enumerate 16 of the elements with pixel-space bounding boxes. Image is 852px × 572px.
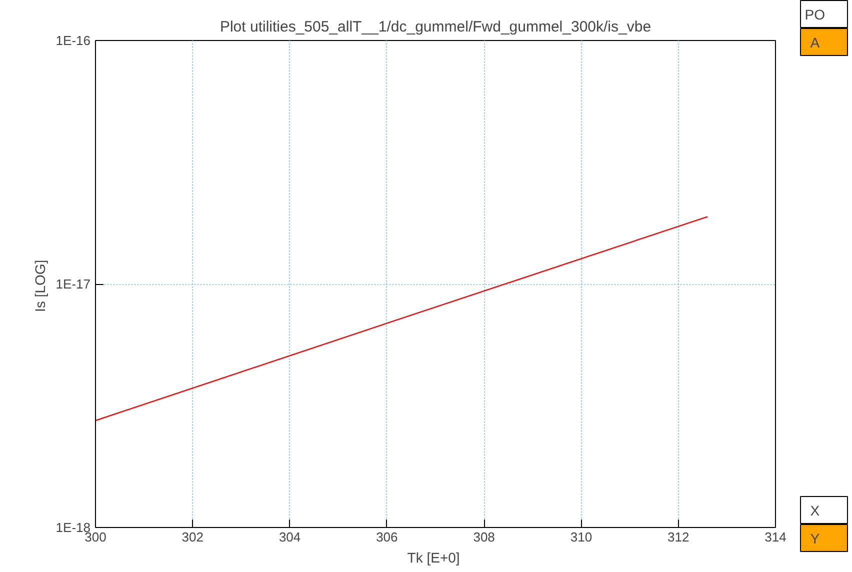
- y-tick-label: 1E-17: [56, 276, 91, 292]
- x-tick-label: 306: [376, 530, 398, 544]
- x-tick-label: 314: [764, 530, 786, 544]
- x-tick-label: 304: [278, 530, 301, 544]
- x-tick-label: 312: [668, 530, 690, 544]
- text: X: [810, 502, 820, 518]
- text: Y: [810, 530, 820, 546]
- y-axis-title: Is [LOG]: [32, 260, 48, 312]
- x-axis-title: Tk [E+0]: [407, 550, 460, 566]
- chart-title: Plot utilities_505_allT__1/dc_gummel/Fwd_gummel_300k/is_vbe: [220, 18, 652, 36]
- x-tick-label: 310: [570, 530, 592, 544]
- x-tick-label: 308: [473, 530, 495, 544]
- text: A: [810, 34, 820, 50]
- x-tick-label: 302: [182, 530, 204, 544]
- text: PO: [804, 6, 826, 22]
- y-tick-label: 1E-16: [56, 33, 91, 48]
